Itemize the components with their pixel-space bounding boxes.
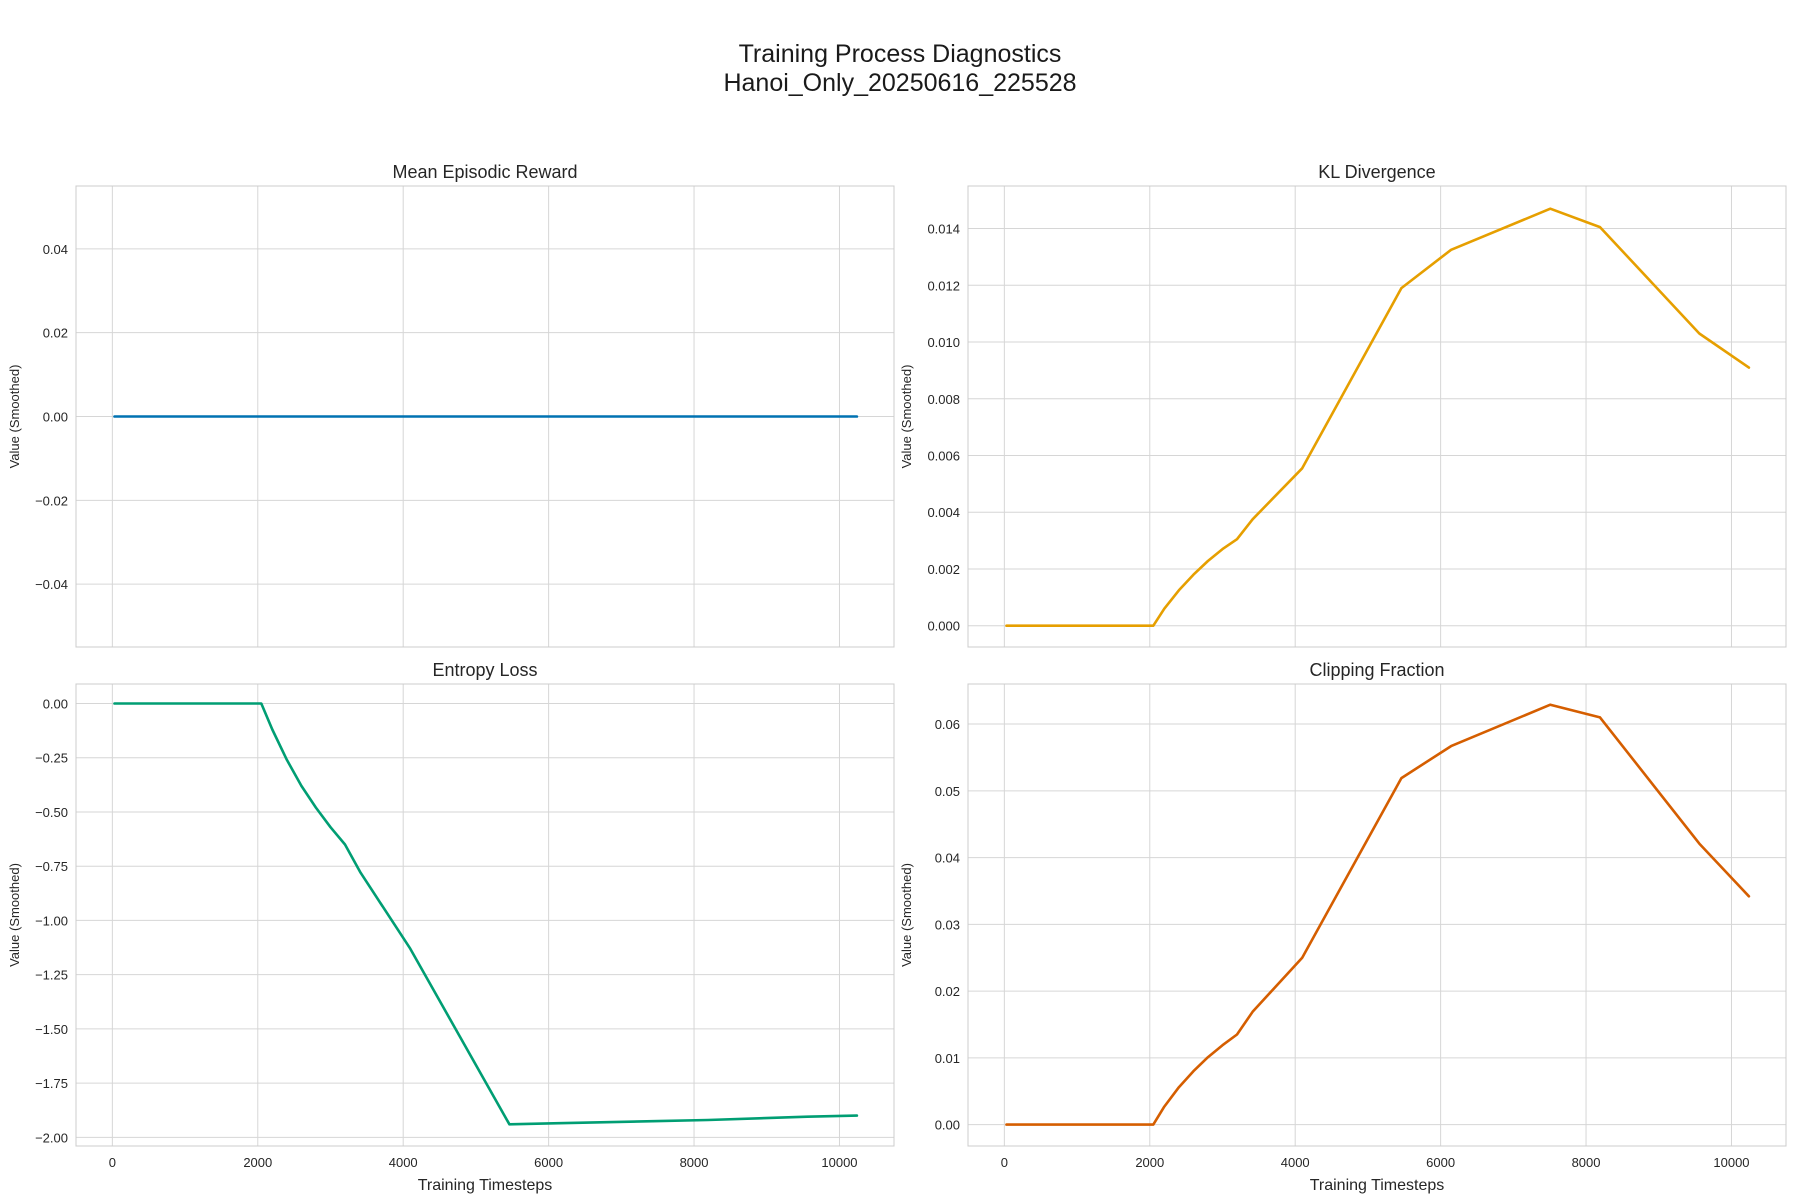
kl-divergence-y-axis-label: Value (Smoothed) [899, 365, 914, 469]
entropy-loss-panel: −2.00 −1.75 −1.50 −1.25 −1.00 −0.75 −0.50 −0.25… [7, 660, 895, 1194]
clipping-fraction-plot-frame [967, 683, 1787, 1147]
kl-divergence-y-tick-label: 0.012 [927, 278, 960, 293]
kl-divergence-panel: 0.000 0.002 0.004 0.006 0.008 0.010 0.012 0.014… [899, 162, 1787, 648]
clipping-fraction-y-tick-label: 0.06 [935, 717, 960, 732]
clipping-fraction-x-tick-label: 10000 [1713, 1155, 1749, 1170]
figure-title: Training Process Diagnostics Hanoi_Only_… [0, 40, 1800, 98]
clipping-fraction-y-tick-label: 0.04 [935, 851, 960, 866]
clipping-fraction-x-axis-label: Training Timesteps [1310, 1177, 1445, 1194]
clipping-fraction-x-tick-label: 0 [1001, 1155, 1008, 1170]
mean-episodic-reward-y-tick-label: −0.04 [35, 577, 68, 592]
kl-divergence-plot-frame [967, 185, 1787, 648]
entropy-loss-y-tick-label: −0.50 [35, 805, 68, 820]
mean-episodic-reward-y-tick-label: 0.00 [43, 410, 68, 425]
entropy-loss-x-tick-label: 10000 [821, 1155, 857, 1170]
entropy-loss-x-tick-label: 2000 [243, 1155, 272, 1170]
kl-divergence-y-tick-label: 0.006 [927, 449, 960, 464]
clipping-fraction-series-line [1005, 703, 1751, 1126]
mean-episodic-reward-y-tick-label: 0.04 [43, 242, 68, 257]
clipping-fraction-x-tick-label: 2000 [1135, 1155, 1164, 1170]
clipping-fraction-title: Clipping Fraction [1309, 660, 1444, 680]
entropy-loss-x-tick-label: 8000 [680, 1155, 709, 1170]
clipping-fraction-y-tick-label: 0.03 [935, 917, 960, 932]
kl-divergence-title: KL Divergence [1318, 162, 1435, 182]
clipping-fraction-x-tick-label: 8000 [1572, 1155, 1601, 1170]
kl-divergence-y-tick-label: 0.008 [927, 392, 960, 407]
mean-episodic-reward-y-axis-label: Value (Smoothed) [7, 365, 22, 469]
kl-divergence-y-tick-label: 0.004 [927, 505, 960, 520]
mean-episodic-reward-y-tick-label: 0.02 [43, 326, 68, 341]
clipping-fraction-y-tick-label: 0.01 [935, 1051, 960, 1066]
mean-episodic-reward-title: Mean Episodic Reward [392, 162, 577, 182]
entropy-loss-x-axis-label: Training Timesteps [418, 1177, 553, 1194]
kl-divergence-y-tick-label: 0.010 [927, 335, 960, 350]
clipping-fraction-panel: 0.00 0.01 0.02 0.03 0.04 0.05 0.06 0 2000 4000 600… [899, 660, 1787, 1194]
entropy-loss-y-tick-label: −2.00 [35, 1130, 68, 1145]
entropy-loss-y-tick-label: −1.50 [35, 1022, 68, 1037]
entropy-loss-x-tick-label: 4000 [389, 1155, 418, 1170]
entropy-loss-x-tick-label: 0 [109, 1155, 116, 1170]
figure-title-line-1: Training Process Diagnostics [738, 40, 1062, 68]
kl-divergence-y-tick-label: 0.014 [927, 222, 960, 237]
entropy-loss-title: Entropy Loss [432, 660, 537, 680]
mean-episodic-reward-panel: −0.04 −0.02 0.00 0.02 0.04 Mean Episodic Rewa… [7, 162, 895, 648]
clipping-fraction-y-tick-label: 0.00 [935, 1118, 960, 1133]
entropy-loss-plot-frame [75, 683, 895, 1147]
entropy-loss-y-tick-label: −1.00 [35, 913, 68, 928]
entropy-loss-x-tick-label: 6000 [534, 1155, 563, 1170]
mean-episodic-reward-plot-frame [75, 185, 895, 648]
figure-title-line-2: Hanoi_Only_20250616_225528 [723, 69, 1077, 97]
clipping-fraction-y-tick-label: 0.05 [935, 784, 960, 799]
clipping-fraction-y-axis-label: Value (Smoothed) [899, 863, 914, 967]
kl-divergence-series-line [1005, 207, 1751, 628]
clipping-fraction-x-tick-label: 4000 [1281, 1155, 1310, 1170]
entropy-loss-y-axis-label: Value (Smoothed) [7, 863, 22, 967]
entropy-loss-y-tick-label: 0.00 [43, 697, 68, 712]
entropy-loss-series-line [113, 702, 859, 1126]
kl-divergence-y-tick-label: 0.002 [927, 562, 960, 577]
kl-divergence-y-tick-label: 0.000 [927, 619, 960, 634]
entropy-loss-y-tick-label: −0.75 [35, 859, 68, 874]
mean-episodic-reward-y-tick-label: −0.02 [35, 493, 68, 508]
clipping-fraction-y-tick-label: 0.02 [935, 984, 960, 999]
entropy-loss-y-tick-label: −1.75 [35, 1076, 68, 1091]
entropy-loss-y-tick-label: −0.25 [35, 751, 68, 766]
clipping-fraction-x-tick-label: 6000 [1426, 1155, 1455, 1170]
entropy-loss-y-tick-label: −1.25 [35, 968, 68, 983]
